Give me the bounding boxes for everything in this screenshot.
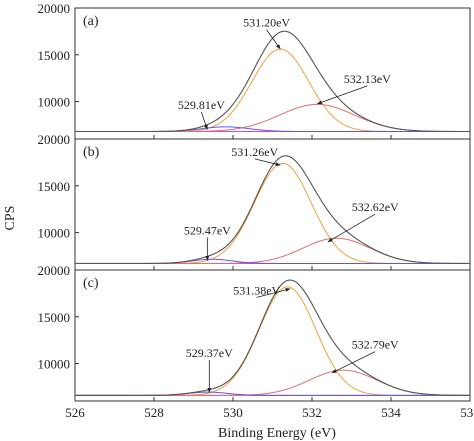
peak-annotation: 532.62eV: [352, 200, 399, 214]
fit-peak-1: [75, 162, 470, 264]
peak-annotation: 531.38eV: [233, 283, 280, 297]
x-tick-label: 526: [65, 405, 85, 420]
y-tick-label: 15000: [38, 48, 71, 63]
annotation-arrow: [331, 351, 376, 374]
panel-3: 20000 15000 10000 (c) 531.38eV 532.79eV 529.37…: [38, 263, 471, 402]
panel-label: (b): [83, 145, 100, 160]
annotation-arrowhead: [331, 369, 337, 373]
y-tick-label: 20000: [38, 263, 71, 278]
y-tick-label: 20000: [38, 132, 71, 147]
panels-group: 20000 15000 10000 (a) 531.20eV 532.13eV 529.81…: [38, 1, 471, 402]
annotation-arrowhead: [204, 124, 208, 130]
envelope-curve: [75, 30, 470, 133]
annotation-arrowhead: [276, 44, 281, 50]
envelope-curve: [75, 279, 471, 396]
y-tick-label: 10000: [38, 226, 71, 241]
peak-annotation: 529.47eV: [184, 223, 231, 237]
peak-annotation: 532.79eV: [352, 338, 399, 352]
peak-annotation: 529.37eV: [186, 346, 233, 360]
annotation-arrow: [316, 85, 368, 105]
annotation-arrowhead: [275, 162, 281, 166]
annotation-arrowhead: [327, 237, 333, 242]
fit-peak-2: [75, 237, 470, 264]
fit-peak-2: [75, 103, 470, 133]
y-tick-label: 15000: [38, 179, 71, 194]
peak-annotation: 532.13eV: [344, 72, 391, 86]
annotation-arrowhead: [207, 387, 212, 393]
panel-label: (a): [83, 14, 99, 29]
x-tick-label: 536: [460, 405, 474, 420]
peak-annotation: 531.20eV: [243, 16, 290, 30]
annotation-arrow: [327, 213, 376, 243]
fit-peak-1: [75, 286, 470, 396]
y-tick-label: 15000: [38, 310, 71, 325]
panel-label: (c): [83, 276, 99, 291]
y-tick-label: 10000: [38, 95, 71, 110]
y-axis-label: CPS: [3, 206, 18, 231]
annotation-arrowhead: [317, 100, 323, 105]
x-tick-label: 530: [223, 405, 243, 420]
x-tick-label: 532: [302, 405, 322, 420]
x-axis: 526 528 530 532 534 536: [65, 405, 474, 420]
y-tick-label: 20000: [38, 1, 71, 16]
annotation-arrow: [256, 288, 291, 298]
y-tick-label: 10000: [38, 357, 71, 372]
peak-annotation: 531.26eV: [231, 145, 278, 159]
x-tick-label: 534: [381, 405, 401, 420]
peak-annotation: 529.81eV: [178, 98, 225, 112]
x-tick-label: 528: [144, 405, 164, 420]
panel-frame: [74, 269, 471, 402]
envelope-curve: [75, 155, 470, 264]
annotation-arrowhead: [285, 287, 291, 292]
x-axis-label: Binding Energy (eV): [218, 426, 336, 441]
fit-peak-1: [75, 48, 470, 133]
annotation-arrowhead: [205, 256, 210, 261]
panel-1: 20000 15000 10000 (a) 531.20eV 532.13eV 529.81…: [38, 1, 471, 140]
panel-2: 20000 15000 10000 (b) 531.26eV 532.62eV 529.47…: [38, 132, 471, 271]
